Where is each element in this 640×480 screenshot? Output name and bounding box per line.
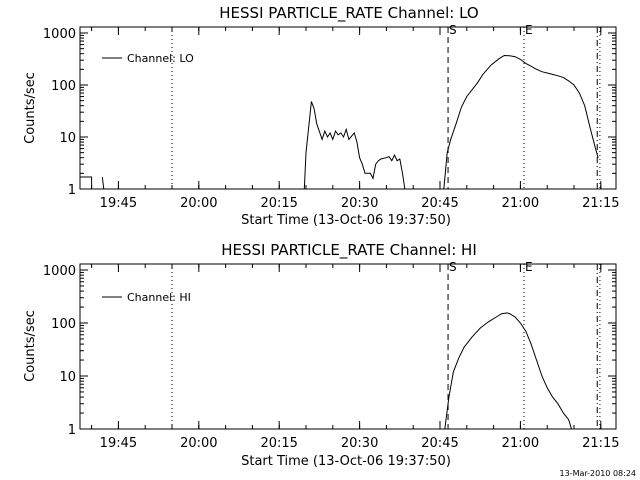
x-tick-label: 21:00 [502,436,539,451]
marker-label: E [525,23,533,37]
y-axis: 1 10 100 1000 [43,264,616,438]
y-tick-label: 1 [68,423,76,438]
marker-label: E [525,260,533,274]
x-axis-label: Start Time (13-Oct-06 19:37:50) [241,454,451,469]
x-axis: 19:45 20:00 20:15 20:30 20:45 21:00 21:15 [91,27,620,211]
series-lines [80,54,599,189]
x-tick-label: 20:00 [180,196,217,211]
x-tick-label: 21:00 [502,196,539,211]
plot-frame [79,26,617,190]
x-axis-label: Start Time (13-Oct-06 19:37:50) [241,213,451,228]
x-tick-label: 20:30 [341,436,378,451]
series-lines [444,312,573,429]
series-line-segment [80,176,93,189]
series-line-segment [303,101,406,189]
marker-label: S [449,23,457,37]
x-tick-label: 20:30 [341,196,378,211]
y-tick-label: 1000 [43,27,76,42]
x-tick-label: 20:00 [180,436,217,451]
plot-frame [79,263,617,430]
chart-title: HESSI PARTICLE_RATE Channel: LO [219,4,478,23]
x-tick-label: 20:45 [421,196,458,211]
series-line-segment [443,54,599,189]
y-tick-label: 10 [59,370,76,385]
legend: Channel: HI [102,291,191,304]
series-line-segment [444,312,573,429]
legend: Channel: LO [102,52,194,65]
y-axis-label: Counts/sec [23,310,38,382]
x-tick-label: 20:45 [421,436,458,451]
x-axis: 19:45 20:00 20:15 20:30 20:45 21:00 21:15 [91,264,620,451]
generation-timestamp: 13-Mar-2010 08:24 [560,469,637,478]
x-tick-label: 19:45 [100,196,137,211]
y-axis: 1 10 100 1000 [43,27,616,198]
legend-entry: Channel: HI [127,291,191,304]
x-tick-label: 19:45 [100,436,137,451]
legend-entry: Channel: LO [127,52,194,65]
series-line-segment [101,176,105,189]
y-tick-label: 1000 [43,264,76,279]
y-tick-label: 1 [68,183,76,198]
y-tick-label: 100 [51,317,76,332]
y-axis-label: Counts/sec [23,72,38,144]
y-tick-label: 100 [51,79,76,94]
panel-channel-hi: HESSI PARTICLE_RATE Channel: HI 1 10 100 10… [23,241,620,469]
x-tick-label: 21:15 [582,196,619,211]
x-tick-label: 20:15 [260,196,297,211]
x-tick-label: 20:15 [260,436,297,451]
marker-label: S [449,260,457,274]
x-tick-label: 21:15 [582,436,619,451]
chart-title: HESSI PARTICLE_RATE Channel: HI [221,241,477,260]
y-tick-label: 10 [59,131,76,146]
panel-channel-lo: HESSI PARTICLE_RATE Channel: LO 1 10 100 10… [23,4,620,228]
